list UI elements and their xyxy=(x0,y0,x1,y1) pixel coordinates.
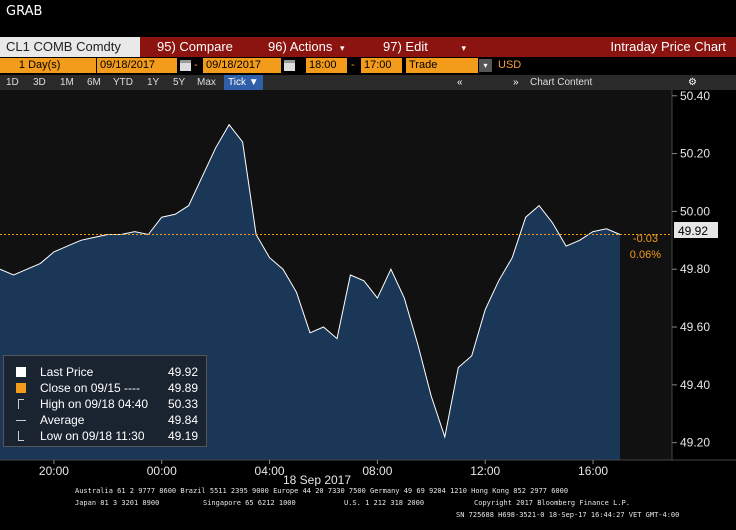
title-bar: GRAB xyxy=(0,0,736,36)
legend-value: 49.89 xyxy=(168,381,199,395)
double-chevron-right-icon[interactable]: » xyxy=(513,77,519,88)
chevron-down-icon: ▾ xyxy=(339,43,345,53)
legend-swatch xyxy=(16,367,26,377)
tab-ytd[interactable]: YTD xyxy=(113,77,133,88)
x-tick-label: 20:00 xyxy=(39,464,69,478)
last-price-tag: 49.92 xyxy=(678,224,708,238)
footer-contacts-line1: Australia 61 2 9777 8600 Brazil 5511 239… xyxy=(75,487,569,495)
end-time-field[interactable]: 17:00 xyxy=(361,58,402,73)
date-separator: - xyxy=(194,59,198,71)
actions-menu[interactable]: 96) Actions ▾ xyxy=(268,37,345,57)
footer-copyright: Copyright 2017 Bloomberg Finance L.P. xyxy=(474,499,630,507)
legend-value: 49.19 xyxy=(168,429,199,443)
footer: Australia 61 2 9777 8600 Brazil 5511 239… xyxy=(0,486,736,530)
x-axis-date-label: 18 Sep 2017 xyxy=(283,473,351,486)
x-tick-label: 04:00 xyxy=(255,464,285,478)
legend-row-last-price: Last Price 49.92 xyxy=(4,364,208,380)
parameters-row: 1 Day(s) 09/18/2017 - 09/18/2017 18:00 -… xyxy=(0,58,736,74)
currency-field[interactable]: USD xyxy=(498,59,522,71)
legend-row-close: Close on 09/15 ---- 49.89 xyxy=(4,380,208,396)
tab-1d[interactable]: 1D xyxy=(6,77,19,88)
tab-5y[interactable]: 5Y xyxy=(173,77,186,88)
x-tick-label: 12:00 xyxy=(470,464,500,478)
legend-label: Last Price xyxy=(40,365,94,379)
last-price-tag-bg xyxy=(674,222,718,238)
chart-content-button[interactable]: Chart Content xyxy=(530,77,593,88)
period-unit: Day(s) xyxy=(28,59,61,71)
legend-row-high: High on 09/18 04:40 50.33 xyxy=(4,396,208,412)
x-tick-label: 00:00 xyxy=(147,464,177,478)
y-tick-label: 49.80 xyxy=(680,262,710,276)
legend-label: Average xyxy=(40,413,85,427)
y-tick-label: 50.00 xyxy=(680,204,710,218)
price-line xyxy=(0,123,621,439)
gear-icon[interactable]: ⚙ xyxy=(688,77,697,88)
chart-legend[interactable]: Last Price 49.92 Close on 09/15 ---- 49.… xyxy=(3,355,207,447)
tab-max[interactable]: Max xyxy=(197,77,216,88)
calendar-icon[interactable] xyxy=(180,60,191,71)
x-tick-label: 16:00 xyxy=(578,464,608,478)
y-tick-label: 49.20 xyxy=(680,436,710,450)
end-date-field[interactable]: 09/18/2017 xyxy=(203,58,281,73)
average-marker-icon xyxy=(16,420,26,421)
legend-value: 49.84 xyxy=(168,413,199,427)
period-field[interactable]: 1 Day(s) xyxy=(0,58,96,73)
y-tick-label: 49.40 xyxy=(680,378,710,392)
start-time-field[interactable]: 18:00 xyxy=(306,58,347,73)
x-tick-label: 08:00 xyxy=(362,464,392,478)
tab-1m[interactable]: 1M xyxy=(60,77,74,88)
y-tick-label: 50.40 xyxy=(680,90,710,103)
footer-contact-japan: Japan 81 3 3201 8900 xyxy=(75,499,160,507)
legend-label: Low on 09/18 11:30 xyxy=(40,429,145,443)
legend-label: High on 09/18 04:40 xyxy=(40,397,149,411)
chevron-down-icon[interactable]: ▾ xyxy=(479,59,492,72)
y-tick-label: 50.20 xyxy=(680,147,710,161)
chevron-down-icon: ▾ xyxy=(461,43,466,53)
edit-menu-number: 97) xyxy=(383,39,402,54)
low-marker-icon xyxy=(18,431,24,441)
tab-3d[interactable]: 3D xyxy=(33,77,46,88)
change-absolute: -0.03 xyxy=(633,233,658,245)
start-date-field[interactable]: 09/18/2017 xyxy=(97,58,177,73)
legend-label: Close on 09/15 ---- xyxy=(40,381,141,395)
footer-contact-singapore: Singapore 65 6212 1000 xyxy=(203,499,296,507)
price-type-field[interactable]: Trade xyxy=(406,58,478,73)
actions-menu-number: 96) xyxy=(268,39,287,54)
y-tick-label: 49.60 xyxy=(680,320,710,334)
footer-contact-us: U.S. 1 212 318 2000 xyxy=(344,499,425,507)
edit-menu-label: Edit xyxy=(405,39,428,54)
y-axis-ticks: 50.40 50.20 50.00 49.80 49.60 49.40 49.20 xyxy=(672,90,710,450)
legend-value: 49.92 xyxy=(168,365,199,379)
legend-row-average: Average 49.84 xyxy=(4,412,208,428)
tab-6m[interactable]: 6M xyxy=(87,77,101,88)
compare-menu-number: 95) xyxy=(157,39,176,54)
window-ticker: GRAB xyxy=(6,4,43,19)
compare-menu-label: Compare xyxy=(179,39,233,54)
security-field[interactable]: CL1 COMB Comdty xyxy=(0,37,140,57)
x-axis-ticks: 20:00 00:00 04:00 08:00 12:00 16:00 xyxy=(39,460,608,478)
chevron-down-icon: ▼ xyxy=(248,77,259,88)
chart-name: Intraday Price Chart xyxy=(610,39,726,54)
legend-swatch xyxy=(16,383,26,393)
actions-menu-label: Actions xyxy=(289,39,333,54)
footer-session-info: SN 725688 H698-3521-0 18-Sep-17 16:44:27… xyxy=(456,511,680,519)
tab-1y[interactable]: 1Y xyxy=(147,77,160,88)
period-value: 1 xyxy=(18,59,25,71)
calendar-icon[interactable] xyxy=(284,60,295,71)
function-menu-bar: CL1 COMB Comdty 95) Compare 96) Actions … xyxy=(0,37,736,57)
double-chevron-left-icon[interactable]: « xyxy=(457,77,463,88)
high-marker-icon xyxy=(18,399,24,409)
tab-tick-label: Tick xyxy=(228,77,246,88)
range-tabs-row: 1D 3D 1M 6M YTD 1Y 5Y Max Tick ▼ « » Cha… xyxy=(0,75,736,90)
legend-value: 50.33 xyxy=(168,397,199,411)
tab-tick[interactable]: Tick ▼ xyxy=(224,75,263,90)
legend-row-low: Low on 09/18 11:30 49.19 xyxy=(4,428,208,444)
compare-menu[interactable]: 95) Compare xyxy=(157,37,233,57)
edit-menu[interactable]: 97) Edit ▾ xyxy=(383,37,466,57)
time-separator: - xyxy=(351,59,355,71)
change-percent: 0.06% xyxy=(630,249,661,261)
